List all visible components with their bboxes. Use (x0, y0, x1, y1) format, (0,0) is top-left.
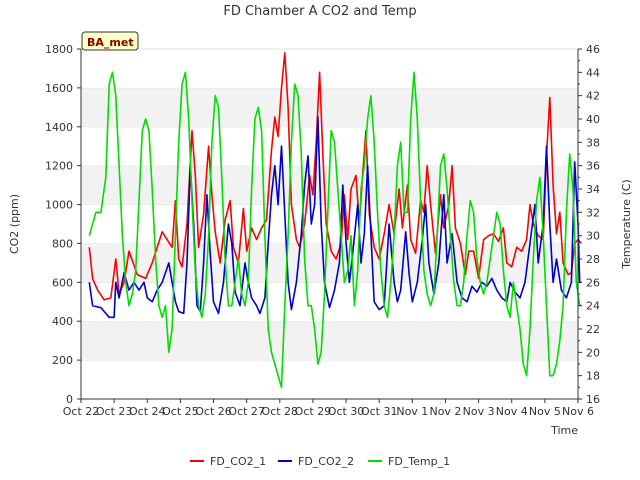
x-tick-label: Oct 24 (129, 405, 166, 418)
x-tick-label: Oct 27 (228, 405, 265, 418)
left-axis-ticks: 0 200 400 600 800 1000 1200 1400 1600 1800 (45, 43, 81, 406)
grid-bands (81, 48, 578, 399)
series-line-fd_temp_1 (88, 71, 582, 389)
y-right-tick-label: 40 (586, 113, 600, 126)
y-right-tick-label: 32 (586, 206, 600, 219)
x-tick-label: Oct 23 (96, 405, 133, 418)
x-tick-label: Oct 29 (295, 405, 332, 418)
badge: BA_met (81, 31, 139, 51)
legend-label-fd_co2_1: FD_CO2_1 (210, 455, 266, 468)
y-axis-right-label: Temperature (C) (620, 179, 633, 269)
y-right-tick-label: 18 (586, 370, 600, 383)
y-right-tick-label: 26 (586, 276, 600, 289)
y-right-tick-label: 36 (586, 160, 600, 173)
grid-band (81, 87, 578, 127)
x-tick-label: Nov 4 (496, 405, 528, 418)
series-layer (88, 52, 582, 389)
series-line-fd_co2_2 (88, 116, 582, 319)
y-right-tick-label: 42 (586, 90, 600, 103)
x-tick-label: Nov 3 (463, 405, 495, 418)
y-right-tick-label: 34 (586, 183, 600, 196)
y-left-tick-label: 0 (66, 393, 73, 406)
grid-band (81, 321, 578, 361)
x-tick-label: Nov 1 (396, 405, 428, 418)
y-right-tick-label: 30 (586, 230, 600, 243)
series-line-fd_co2_1 (88, 52, 582, 301)
y-axis-left-label: CO2 (ppm) (8, 194, 21, 254)
x-tick-label: Nov 5 (529, 405, 561, 418)
y-left-tick-label: 1800 (45, 43, 73, 56)
y-right-tick-label: 38 (586, 136, 600, 149)
x-axis-label: Time (550, 424, 578, 437)
y-left-tick-label: 1600 (45, 82, 73, 95)
y-left-tick-label: 200 (52, 354, 73, 367)
x-tick-label: Oct 30 (328, 405, 365, 418)
y-right-tick-label: 20 (586, 346, 600, 359)
y-right-tick-label: 24 (586, 300, 600, 313)
y-right-tick-label: 28 (586, 253, 600, 266)
x-tick-label: Oct 31 (361, 405, 398, 418)
y-left-tick-label: 600 (52, 276, 73, 289)
y-left-tick-label: 1000 (45, 199, 73, 212)
legend-label-fd_temp_1: FD_Temp_1 (388, 455, 450, 468)
y-right-tick-label: 22 (586, 323, 600, 336)
badge-label: BA_met (87, 36, 134, 49)
y-left-tick-label: 1400 (45, 121, 73, 134)
legend-label-fd_co2_2: FD_CO2_2 (298, 455, 354, 468)
right-axis-ticks: 16 18 20 22 24 26 28 30 32 34 36 38 40 42 44 46 (578, 43, 600, 406)
x-tick-label: Nov 2 (429, 405, 461, 418)
x-tick-label: Oct 26 (195, 405, 232, 418)
grid-band (81, 49, 578, 88)
legend: FD_CO2_1 FD_CO2_2 FD_Temp_1 (190, 455, 450, 468)
x-tick-label: Nov 6 (562, 405, 594, 418)
x-tick-label: Oct 22 (63, 405, 100, 418)
y-right-tick-label: 44 (586, 66, 600, 79)
y-left-tick-label: 800 (52, 237, 73, 250)
y-left-tick-label: 1200 (45, 160, 73, 173)
x-tick-label: Oct 28 (262, 405, 299, 418)
y-right-tick-label: 16 (586, 393, 600, 406)
x-tick-label: Oct 25 (162, 405, 199, 418)
grid-band (81, 282, 578, 322)
y-left-tick-label: 400 (52, 315, 73, 328)
grid-band (81, 360, 578, 399)
chart-title: FD Chamber A CO2 and Temp (223, 4, 416, 19)
y-right-tick-label: 46 (586, 43, 600, 56)
